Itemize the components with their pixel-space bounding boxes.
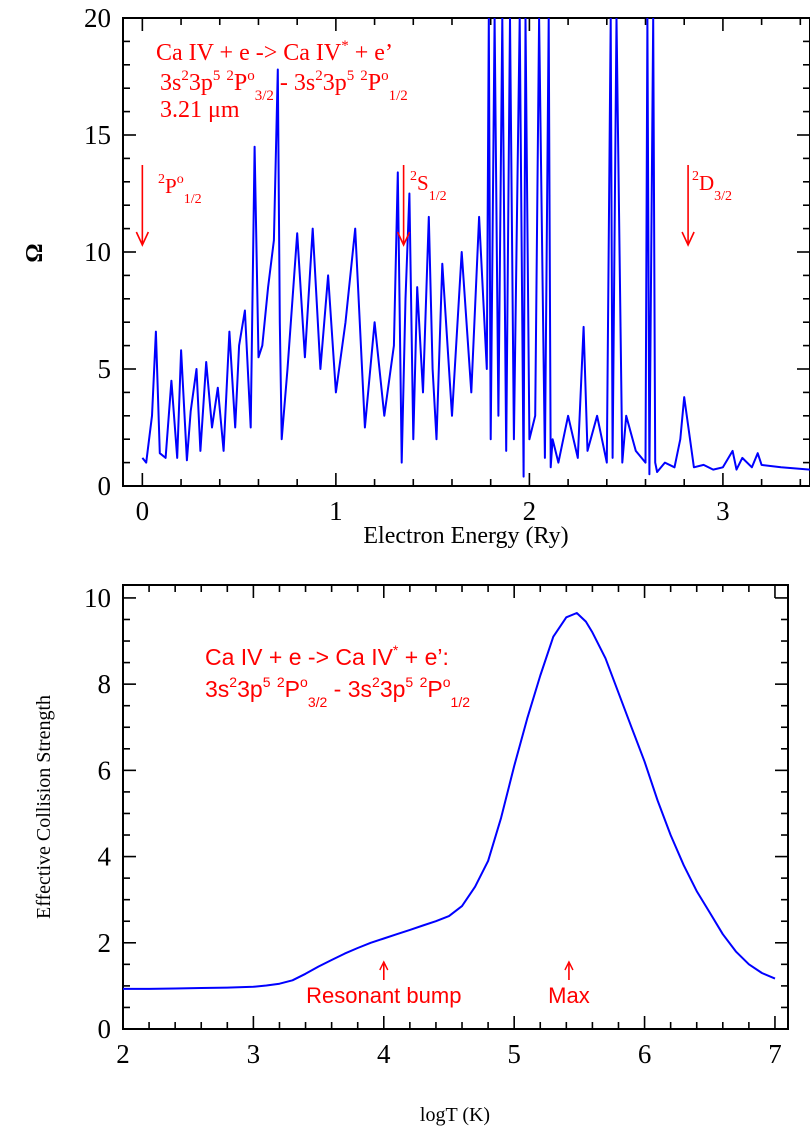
top-x-tick-label: 2 [523, 496, 537, 526]
top-annotation: Ca IV + e -> Ca IV* + e’ 3s23p5 2Po3/2 -… [156, 38, 408, 123]
top-x-tick-label: 3 [716, 496, 730, 526]
top-x-tick-label: 1 [329, 496, 343, 526]
threshold-arrow-head [135, 231, 150, 247]
bottom-y-axis-label: Effective Collision Strength [33, 695, 55, 919]
bottom-y-tick-label: 4 [98, 842, 112, 872]
bottom-annotation: Ca IV + e -> Ca IV* + e’: 3s23p5 2Po3/2 … [205, 642, 470, 710]
top-y-tick-label: 0 [98, 471, 112, 501]
top-tick-label-group: 0 1 2 3 0 5 10 15 20 [84, 3, 730, 526]
top-annotation-line2: 3s23p5 2Po3/2 - 3s23p5 2Po1/2 [160, 68, 408, 104]
bottom-y-tick-label: 6 [98, 755, 112, 785]
bottom-x-tick-label: 7 [768, 1039, 782, 1069]
bottom-annotation-line2: 3s23p5 2Po3/2 - 3s23p5 2Po1/2 [205, 674, 470, 710]
threshold-arrow-head [681, 231, 695, 247]
top-panel: 0 1 2 3 0 5 10 15 20 Electron Energy (Ry) Ω Ca I… [22, 3, 810, 549]
bottom-y-tick-label: 8 [98, 669, 112, 699]
top-tick-group [123, 18, 810, 486]
bottom-effective-collision-strength-line [123, 612, 776, 990]
bottom-x-axis-label: logT (K) [420, 1104, 490, 1126]
top-plot-area [141, 18, 810, 478]
max-label: Max [548, 983, 590, 1008]
top-annotation-line3: 3.21 μm [160, 97, 240, 123]
threshold-label-2d-3half: 2D3/2 [692, 169, 732, 204]
bottom-marker-group: Resonant bump Max [306, 960, 590, 1008]
threshold-arrow-head [396, 231, 411, 247]
top-x-tick-label: 0 [136, 496, 150, 526]
threshold-label-2s-half: 2S1/2 [410, 169, 447, 204]
top-annotation-line1: Ca IV + e -> Ca IV* + e’ [156, 38, 393, 66]
resonant-bump-label: Resonant bump [306, 983, 461, 1008]
bottom-tick-group [123, 585, 788, 1029]
bottom-x-tick-label: 4 [377, 1039, 391, 1069]
top-threshold-markers: 2Po1/2 2S1/2 2D3/2 [135, 165, 732, 247]
threshold-label-2p-half: 2Po1/2 [158, 172, 202, 207]
bottom-x-tick-label: 3 [247, 1039, 261, 1069]
bottom-x-tick-label: 6 [638, 1039, 652, 1069]
top-y-tick-label: 10 [84, 237, 111, 267]
top-y-tick-label: 20 [84, 3, 111, 33]
bottom-annotation-line1: Ca IV + e -> Ca IV* + e’: [205, 642, 449, 670]
marker-arrow-head [564, 960, 574, 971]
bottom-y-tick-label: 10 [84, 583, 111, 613]
bottom-x-tick-label: 2 [116, 1039, 130, 1069]
top-y-axis-label: Ω [22, 243, 48, 262]
bottom-y-tick-label: 0 [98, 1014, 112, 1044]
top-y-tick-label: 15 [84, 120, 111, 150]
top-omega-series-line [141, 18, 810, 478]
bottom-y-tick-label: 2 [98, 928, 112, 958]
top-x-axis-label: Electron Energy (Ry) [363, 523, 568, 549]
top-y-tick-label: 5 [98, 354, 112, 384]
bottom-plot-frame [122, 584, 789, 1030]
bottom-x-tick-label: 5 [507, 1039, 521, 1069]
marker-arrow-head [379, 960, 389, 971]
